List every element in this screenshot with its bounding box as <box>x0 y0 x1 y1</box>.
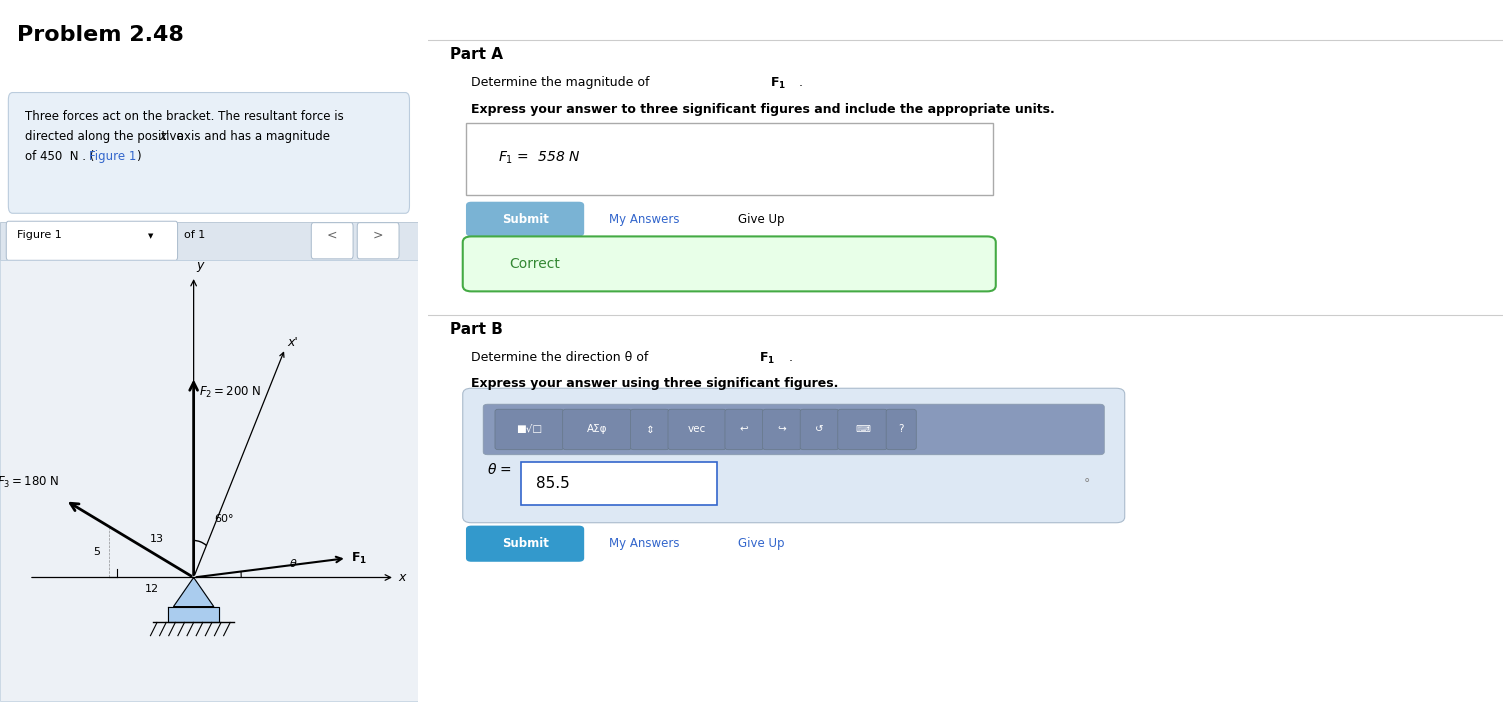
Text: Part B: Part B <box>449 322 502 338</box>
Text: ■√□: ■√□ <box>517 424 543 435</box>
Text: ↪: ↪ <box>777 424 786 435</box>
FancyBboxPatch shape <box>724 409 764 450</box>
Polygon shape <box>168 607 219 623</box>
Text: y: y <box>197 259 204 272</box>
Text: 85.5: 85.5 <box>535 476 570 491</box>
Text: 5: 5 <box>93 547 99 557</box>
Text: <: < <box>328 228 338 241</box>
FancyBboxPatch shape <box>463 388 1124 523</box>
FancyBboxPatch shape <box>6 221 177 260</box>
Text: x': x' <box>287 336 298 349</box>
FancyBboxPatch shape <box>630 409 669 450</box>
Text: $F_1$ =  558 N: $F_1$ = 558 N <box>497 150 580 166</box>
FancyBboxPatch shape <box>311 223 353 259</box>
Text: directed along the positive: directed along the positive <box>26 130 188 143</box>
Text: °: ° <box>1084 477 1090 490</box>
Text: $F_2 = 200$ N: $F_2 = 200$ N <box>198 385 262 400</box>
FancyBboxPatch shape <box>520 462 717 505</box>
Polygon shape <box>173 578 213 607</box>
Text: ⌨: ⌨ <box>855 424 870 435</box>
Text: Determine the magnitude of: Determine the magnitude of <box>472 76 654 89</box>
FancyBboxPatch shape <box>762 409 801 450</box>
Bar <box>0 260 418 701</box>
Text: ⇕: ⇕ <box>645 424 654 435</box>
Text: My Answers: My Answers <box>609 213 679 226</box>
Text: ↩: ↩ <box>739 424 748 435</box>
Text: .: . <box>800 76 803 89</box>
FancyBboxPatch shape <box>358 223 398 259</box>
Text: Give Up: Give Up <box>738 213 785 226</box>
FancyBboxPatch shape <box>494 409 564 450</box>
FancyBboxPatch shape <box>9 93 409 213</box>
Text: ?: ? <box>899 424 903 435</box>
FancyBboxPatch shape <box>466 526 585 562</box>
Text: 12: 12 <box>144 584 158 594</box>
Text: Submit: Submit <box>502 213 549 226</box>
FancyBboxPatch shape <box>837 409 887 450</box>
Text: $\theta$ =: $\theta$ = <box>487 463 513 477</box>
Text: Three forces act on the bracket. The resultant force is: Three forces act on the bracket. The res… <box>26 110 344 123</box>
Bar <box>0 222 418 260</box>
FancyBboxPatch shape <box>466 123 992 195</box>
Text: x: x <box>398 571 406 584</box>
Text: Determine the direction θ of: Determine the direction θ of <box>472 351 652 364</box>
Text: $\mathbf{F_1}$: $\mathbf{F_1}$ <box>352 551 367 565</box>
Text: Figure 1: Figure 1 <box>89 150 135 163</box>
FancyBboxPatch shape <box>887 409 917 450</box>
Text: vec: vec <box>688 424 706 435</box>
FancyBboxPatch shape <box>667 409 726 450</box>
Text: My Answers: My Answers <box>609 537 679 550</box>
Text: Express your answer to three significant figures and include the appropriate uni: Express your answer to three significant… <box>472 103 1055 116</box>
Text: Figure 1: Figure 1 <box>17 230 62 240</box>
Text: AΣφ: AΣφ <box>586 424 607 435</box>
Text: 60°: 60° <box>213 514 233 524</box>
FancyBboxPatch shape <box>463 236 996 291</box>
Text: $\mathbf{F}_\mathbf{1}$: $\mathbf{F}_\mathbf{1}$ <box>759 351 776 367</box>
Text: .: . <box>789 351 792 364</box>
Text: Give Up: Give Up <box>738 537 785 550</box>
Text: $\mathbf{F}_\mathbf{1}$: $\mathbf{F}_\mathbf{1}$ <box>770 76 786 91</box>
Text: Correct: Correct <box>510 257 559 271</box>
Text: of 450  N . (: of 450 N . ( <box>26 150 95 163</box>
Text: axis and has a magnitude: axis and has a magnitude <box>173 130 331 143</box>
Text: ▼: ▼ <box>149 234 153 239</box>
Text: ): ) <box>137 150 141 163</box>
Text: Part A: Part A <box>449 47 504 62</box>
Text: >: > <box>373 228 383 241</box>
Text: x': x' <box>159 130 170 143</box>
FancyBboxPatch shape <box>466 202 585 236</box>
Text: 13: 13 <box>150 534 164 544</box>
FancyBboxPatch shape <box>562 409 631 450</box>
FancyBboxPatch shape <box>800 409 839 450</box>
Text: of 1: of 1 <box>183 230 204 240</box>
Text: $F_3 = 180$ N: $F_3 = 180$ N <box>0 474 60 489</box>
Text: ↺: ↺ <box>815 424 824 435</box>
Text: $\theta$: $\theta$ <box>289 557 298 569</box>
Text: Submit: Submit <box>502 537 549 550</box>
Text: Problem 2.48: Problem 2.48 <box>17 25 183 46</box>
FancyBboxPatch shape <box>482 404 1105 455</box>
Text: Express your answer using three significant figures.: Express your answer using three signific… <box>472 377 839 390</box>
